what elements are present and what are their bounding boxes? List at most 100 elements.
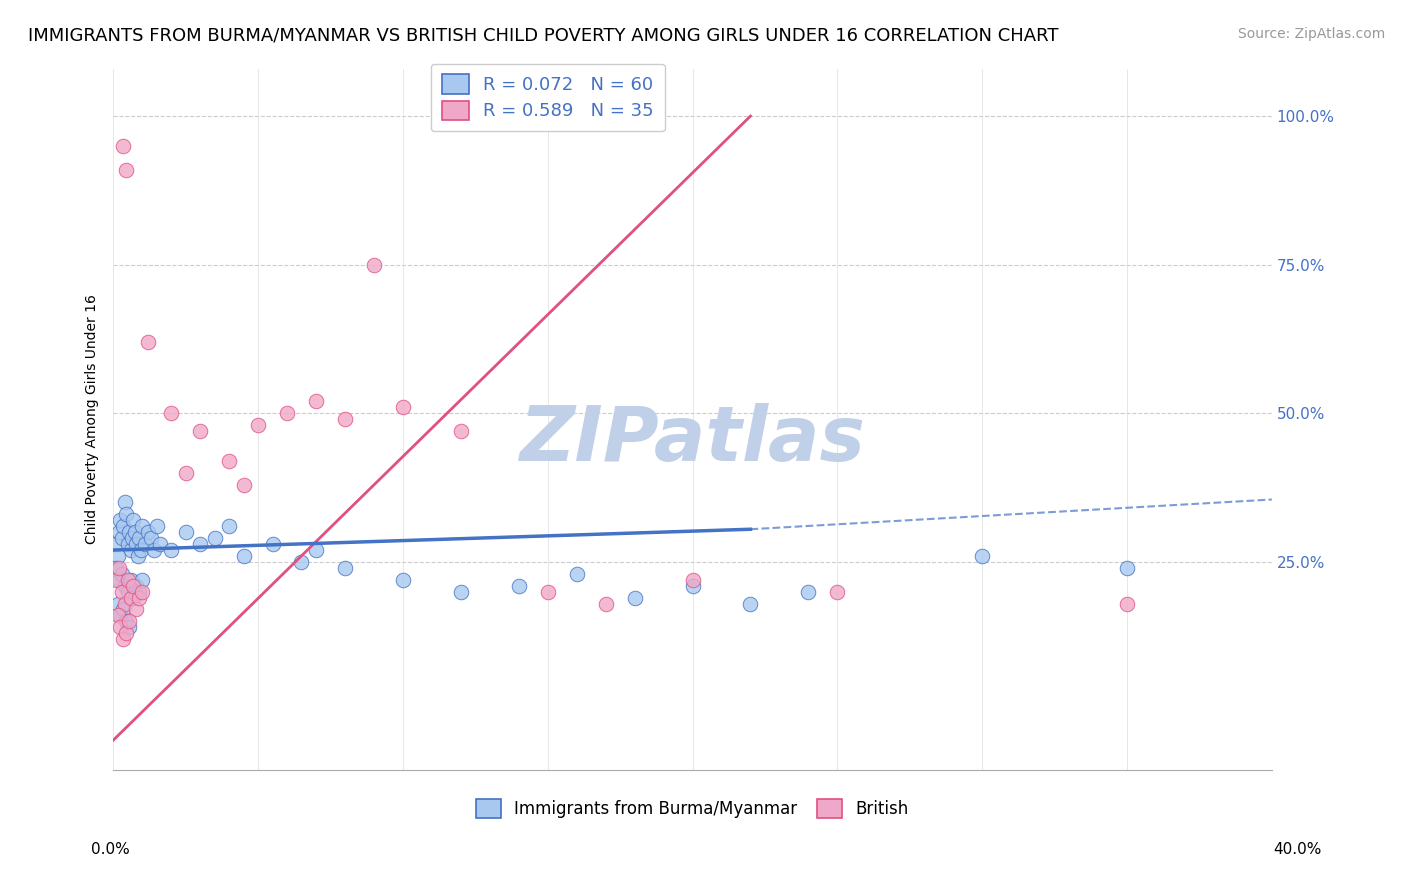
Point	[131, 519, 153, 533]
Text: 0.0%: 0.0%	[91, 842, 131, 856]
Point	[111, 566, 134, 581]
Legend: Immigrants from Burma/Myanmar, British: Immigrants from Burma/Myanmar, British	[470, 793, 915, 825]
Point	[115, 508, 138, 522]
Point	[595, 597, 617, 611]
Point	[128, 591, 150, 605]
Point	[125, 579, 148, 593]
Point	[110, 608, 132, 623]
Point	[682, 573, 704, 587]
Point	[117, 573, 139, 587]
Point	[111, 584, 134, 599]
Point	[112, 602, 135, 616]
Point	[112, 519, 135, 533]
Point	[124, 525, 146, 540]
Point	[118, 525, 141, 540]
Text: ZIPatlas: ZIPatlas	[520, 403, 866, 477]
Point	[122, 513, 145, 527]
Point	[131, 573, 153, 587]
Point	[1116, 561, 1139, 575]
Point	[262, 537, 284, 551]
Point	[450, 424, 472, 438]
Point	[120, 573, 142, 587]
Point	[108, 573, 131, 587]
Point	[117, 537, 139, 551]
Point	[105, 561, 128, 575]
Point	[218, 519, 240, 533]
Point	[276, 406, 298, 420]
Point	[160, 406, 183, 420]
Point	[174, 466, 197, 480]
Point	[122, 579, 145, 593]
Point	[508, 579, 530, 593]
Point	[740, 597, 762, 611]
Point	[108, 525, 131, 540]
Point	[114, 579, 136, 593]
Point	[797, 584, 820, 599]
Point	[115, 615, 138, 629]
Point	[623, 591, 645, 605]
Point	[305, 394, 328, 409]
Point	[145, 519, 167, 533]
Point	[247, 418, 270, 433]
Y-axis label: Child Poverty Among Girls Under 16: Child Poverty Among Girls Under 16	[86, 294, 100, 544]
Point	[232, 477, 254, 491]
Point	[232, 549, 254, 563]
Point	[174, 525, 197, 540]
Point	[392, 401, 415, 415]
Point	[827, 584, 849, 599]
Point	[120, 591, 142, 605]
Point	[118, 620, 141, 634]
Point	[105, 537, 128, 551]
Point	[188, 424, 211, 438]
Point	[128, 584, 150, 599]
Point	[115, 162, 138, 177]
Point	[131, 584, 153, 599]
Point	[160, 543, 183, 558]
Point	[290, 555, 312, 569]
Point	[136, 334, 159, 349]
Point	[107, 597, 129, 611]
Point	[107, 608, 129, 623]
Point	[114, 495, 136, 509]
Point	[118, 615, 141, 629]
Point	[125, 537, 148, 551]
Point	[305, 543, 328, 558]
Point	[122, 591, 145, 605]
Text: IMMIGRANTS FROM BURMA/MYANMAR VS BRITISH CHILD POVERTY AMONG GIRLS UNDER 16 CORR: IMMIGRANTS FROM BURMA/MYANMAR VS BRITISH…	[28, 27, 1059, 45]
Point	[127, 549, 149, 563]
Point	[112, 632, 135, 647]
Point	[129, 543, 152, 558]
Text: 40.0%: 40.0%	[1274, 842, 1322, 856]
Point	[115, 626, 138, 640]
Point	[1116, 597, 1139, 611]
Point	[142, 543, 165, 558]
Point	[134, 537, 156, 551]
Point	[114, 597, 136, 611]
Point	[117, 584, 139, 599]
Point	[333, 561, 356, 575]
Point	[112, 138, 135, 153]
Point	[120, 543, 142, 558]
Point	[148, 537, 170, 551]
Point	[121, 531, 143, 545]
Point	[110, 513, 132, 527]
Point	[972, 549, 994, 563]
Point	[139, 531, 162, 545]
Point	[136, 525, 159, 540]
Point	[392, 573, 415, 587]
Point	[218, 454, 240, 468]
Point	[125, 602, 148, 616]
Point	[450, 584, 472, 599]
Point	[363, 258, 385, 272]
Point	[108, 561, 131, 575]
Point	[204, 531, 226, 545]
Point	[682, 579, 704, 593]
Point	[537, 584, 560, 599]
Point	[333, 412, 356, 426]
Point	[565, 566, 588, 581]
Text: Source: ZipAtlas.com: Source: ZipAtlas.com	[1237, 27, 1385, 41]
Point	[110, 620, 132, 634]
Point	[128, 531, 150, 545]
Point	[107, 549, 129, 563]
Point	[105, 573, 128, 587]
